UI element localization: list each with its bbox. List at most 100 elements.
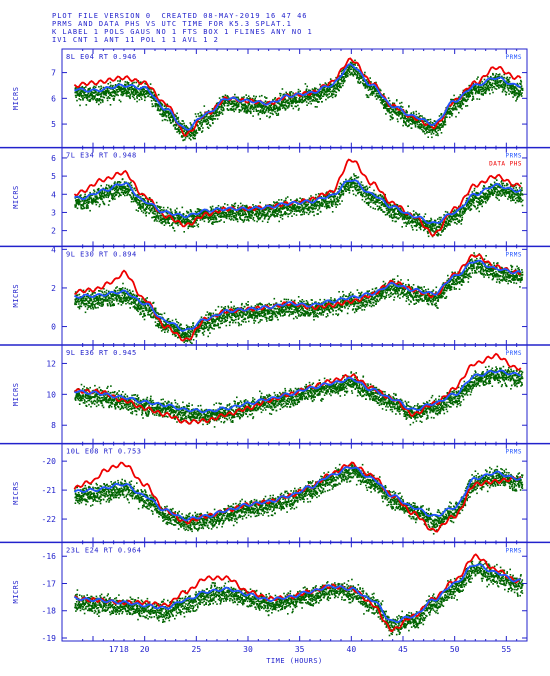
data-point	[172, 125, 175, 127]
data-point	[88, 88, 90, 90]
data-point	[154, 104, 157, 107]
data-point	[259, 105, 261, 107]
data-point	[156, 220, 158, 222]
data-point	[196, 132, 199, 134]
data-point	[196, 224, 198, 227]
data-point	[295, 208, 297, 210]
data-point	[309, 206, 312, 208]
data-point	[212, 213, 215, 216]
data-point	[94, 91, 96, 94]
data-point	[118, 185, 121, 188]
data-point	[313, 214, 315, 217]
data-point	[472, 96, 475, 98]
data-point	[293, 95, 296, 98]
data-point	[381, 102, 383, 105]
data-point	[476, 78, 478, 80]
data-point	[403, 120, 405, 122]
data-point	[494, 80, 497, 82]
data-point	[281, 218, 284, 220]
data-point	[248, 214, 250, 216]
data-point	[149, 209, 152, 211]
data-point	[132, 194, 135, 197]
data-point	[462, 103, 465, 105]
data-point	[299, 100, 302, 102]
data-point	[147, 92, 149, 95]
data-point	[175, 123, 178, 126]
data-point	[494, 74, 497, 77]
data-point	[105, 187, 108, 189]
data-point	[347, 66, 349, 69]
data-point	[517, 95, 520, 98]
data-point	[185, 132, 187, 134]
data-point	[337, 79, 340, 81]
data-point	[442, 124, 445, 126]
data-point	[161, 103, 164, 106]
data-point	[428, 129, 430, 131]
data-point	[501, 75, 503, 78]
data-point	[257, 209, 260, 211]
data-point	[312, 99, 315, 101]
data-point	[346, 71, 348, 74]
data-point	[361, 77, 363, 79]
data-point	[342, 68, 345, 71]
data-point	[458, 111, 460, 114]
data-point	[495, 73, 498, 75]
data-point	[292, 207, 295, 209]
data-point	[364, 188, 367, 191]
data-point	[227, 215, 229, 218]
data-point	[242, 103, 244, 106]
data-point	[171, 224, 173, 226]
data-point	[271, 112, 273, 115]
data-point	[97, 201, 99, 204]
data-point	[197, 214, 199, 217]
data-point	[308, 208, 310, 211]
data-point	[272, 204, 275, 206]
data-point	[115, 194, 118, 196]
data-point	[484, 83, 487, 86]
data-point	[111, 197, 113, 199]
data-point	[317, 88, 319, 91]
data-point	[434, 130, 437, 133]
data-point	[274, 97, 277, 99]
data-point	[203, 210, 206, 213]
data-point	[385, 102, 388, 105]
data-point	[294, 98, 296, 100]
data-point	[390, 112, 392, 114]
data-point	[401, 115, 404, 118]
data-point	[273, 104, 276, 106]
data-point	[126, 190, 129, 193]
data-point	[297, 101, 299, 103]
data-point	[79, 104, 81, 107]
panel-label: 7L E34 RT 0.948	[66, 152, 137, 160]
data-point	[400, 105, 402, 108]
data-point	[110, 186, 112, 188]
data-point	[194, 131, 196, 134]
data-point	[98, 100, 101, 102]
data-point	[132, 96, 135, 99]
data-point	[334, 88, 337, 90]
data-point	[350, 65, 353, 68]
data-point	[184, 129, 186, 131]
data-point	[200, 113, 203, 116]
data-point	[345, 190, 347, 192]
data-point	[299, 197, 301, 199]
data-point	[470, 92, 473, 95]
data-point	[284, 206, 287, 209]
data-point	[199, 219, 202, 221]
data-point	[451, 113, 454, 115]
data-point	[106, 191, 108, 193]
data-point	[194, 210, 197, 213]
data-point	[192, 226, 194, 228]
data-point	[170, 114, 172, 117]
data-point	[325, 83, 328, 86]
data-point	[239, 218, 242, 220]
data-point	[182, 127, 184, 130]
data-point	[96, 98, 98, 100]
data-point	[369, 88, 372, 91]
data-point	[232, 102, 235, 105]
data-point	[183, 124, 186, 127]
data-point	[382, 99, 385, 101]
data-point	[105, 184, 108, 186]
data-point	[364, 186, 367, 188]
data-point	[279, 92, 281, 95]
